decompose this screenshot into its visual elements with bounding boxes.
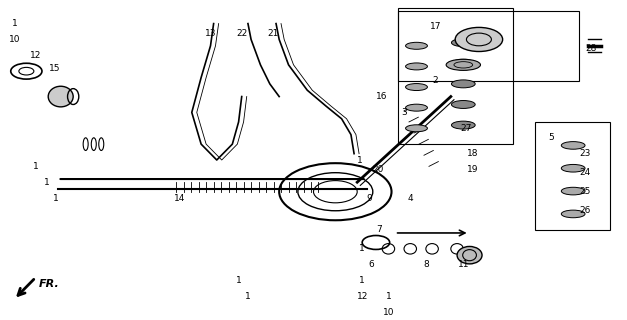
Bar	[398, 11, 579, 81]
Text: 23: 23	[579, 149, 591, 158]
Text: 7: 7	[376, 225, 382, 234]
Ellipse shape	[451, 100, 475, 108]
Text: 18: 18	[467, 149, 478, 158]
Ellipse shape	[451, 59, 475, 67]
Text: 4: 4	[408, 194, 413, 203]
Ellipse shape	[561, 210, 585, 218]
Ellipse shape	[451, 80, 475, 88]
Text: 22: 22	[236, 28, 247, 38]
Bar	[398, 8, 514, 144]
Text: 20: 20	[372, 165, 384, 174]
Text: 1: 1	[33, 162, 39, 171]
Text: 1: 1	[386, 292, 391, 301]
Ellipse shape	[406, 42, 428, 49]
Text: 8: 8	[423, 260, 429, 269]
Text: 2: 2	[433, 76, 438, 85]
Text: 28: 28	[586, 44, 597, 53]
Ellipse shape	[406, 63, 428, 70]
Text: 10: 10	[9, 35, 21, 44]
Ellipse shape	[406, 84, 428, 91]
Text: FR.: FR.	[39, 279, 60, 289]
Ellipse shape	[561, 187, 585, 195]
Text: 21: 21	[267, 28, 278, 38]
Ellipse shape	[451, 121, 475, 129]
Text: 27: 27	[461, 124, 472, 133]
Text: 12: 12	[357, 292, 368, 301]
Ellipse shape	[457, 246, 482, 264]
Text: 17: 17	[429, 22, 441, 31]
Text: 5: 5	[548, 133, 554, 142]
Text: 11: 11	[458, 260, 469, 269]
Text: 12: 12	[30, 51, 41, 60]
Text: 1: 1	[13, 19, 18, 28]
Text: 15: 15	[49, 63, 60, 73]
Text: 10: 10	[382, 308, 394, 317]
Text: 1: 1	[43, 178, 49, 187]
Ellipse shape	[561, 142, 585, 149]
Text: 13: 13	[205, 28, 216, 38]
Text: 19: 19	[467, 165, 478, 174]
Text: 6: 6	[368, 260, 374, 269]
Text: 25: 25	[579, 187, 591, 196]
Ellipse shape	[406, 104, 428, 111]
Text: 1: 1	[236, 276, 241, 285]
Ellipse shape	[561, 164, 585, 172]
Text: 9: 9	[367, 194, 372, 203]
Text: 14: 14	[174, 194, 185, 203]
Ellipse shape	[446, 59, 480, 70]
Text: 1: 1	[359, 244, 365, 253]
Text: 1: 1	[357, 156, 363, 164]
Text: 16: 16	[376, 92, 388, 101]
Ellipse shape	[451, 39, 475, 47]
Text: 1: 1	[53, 194, 59, 203]
Bar	[535, 122, 610, 230]
Ellipse shape	[406, 125, 428, 132]
Text: 3: 3	[401, 108, 407, 117]
Text: 1: 1	[359, 276, 365, 285]
Text: 1: 1	[245, 292, 251, 301]
Text: 24: 24	[579, 168, 591, 177]
Circle shape	[455, 28, 503, 52]
Ellipse shape	[48, 86, 73, 107]
Text: 26: 26	[579, 206, 591, 215]
